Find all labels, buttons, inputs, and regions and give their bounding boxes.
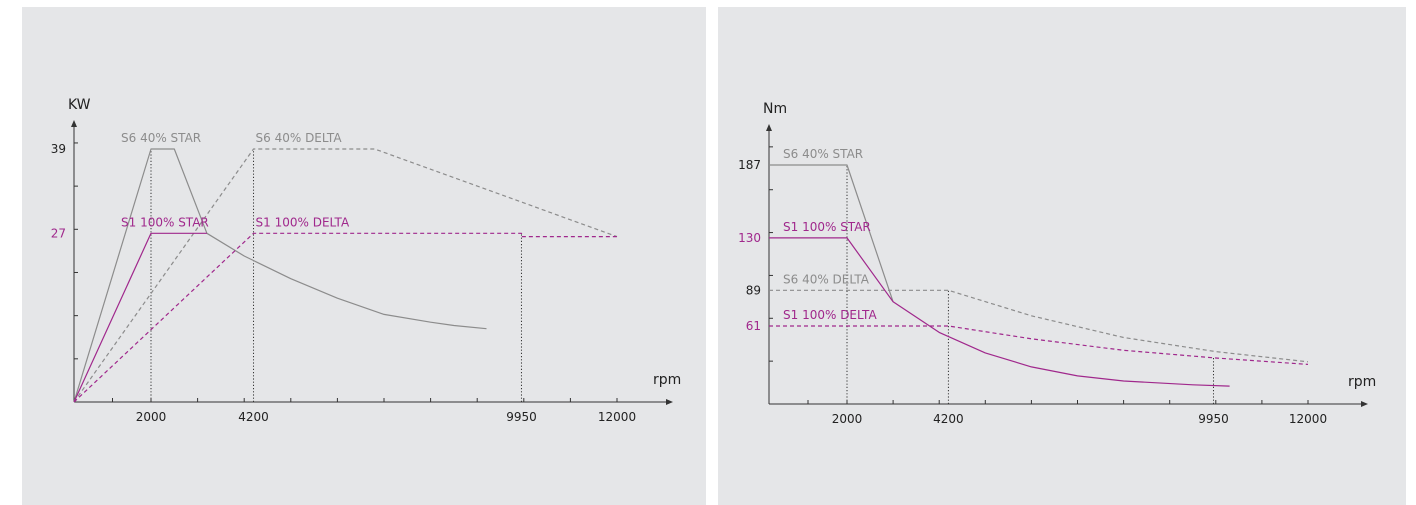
y-axis-arrow — [766, 124, 772, 131]
y-axis-title: Nm — [763, 101, 787, 117]
x-tick-label-4200: 4200 — [238, 410, 269, 424]
y-tick-label-187: 187 — [738, 158, 761, 172]
torque-chart: Nm rpm 2000 4200 9950 12000 187 130 89 61 S6 40% S… — [738, 101, 1376, 426]
x-axis-arrow — [666, 399, 673, 405]
series-label-s6-40-star: S6 40% STAR — [121, 131, 201, 145]
y-tick-label-61: 61 — [746, 319, 761, 333]
x-tick-label-12000: 12000 — [1289, 412, 1327, 426]
y-axis-arrow — [71, 120, 77, 127]
series-line-s1-100-delta — [769, 325, 1309, 365]
series-line-s6-40-delta — [769, 289, 1309, 363]
series-label-s6-40-delta: S6 40% DELTA — [783, 272, 870, 286]
series-label-s1-100-star: S1 100% STAR — [121, 215, 209, 229]
torque-chart-panel: Nm rpm 2000 4200 9950 12000 187 130 89 61 S6 40% S… — [718, 7, 1406, 505]
x-tick-label-2000: 2000 — [832, 412, 863, 426]
x-tick-label-9950: 9950 — [506, 410, 537, 424]
series-line-s6-40-star — [769, 164, 894, 302]
series-line-s6-40-star — [73, 148, 487, 403]
power-chart: KW rpm 2000 4200 9950 12000 39 27 S6 40% STAR S6 … — [51, 97, 682, 424]
y-tick-label-27: 27 — [51, 226, 66, 240]
y-axis-title: KW — [68, 97, 91, 113]
series-line-s1-100-star — [769, 237, 1230, 387]
x-axis-title: rpm — [1348, 374, 1376, 390]
series-label-s6-40-star: S6 40% STAR — [783, 147, 863, 161]
series-line-s1-100-star — [73, 232, 207, 403]
series-label-s6-40-delta: S6 40% DELTA — [256, 131, 343, 145]
x-tick-label-12000: 12000 — [598, 410, 636, 424]
series-line-s1-100-delta — [73, 232, 617, 403]
x-axis-title: rpm — [653, 372, 681, 388]
series-label-s1-100-star: S1 100% STAR — [783, 220, 871, 234]
y-tick-label-39: 39 — [51, 142, 66, 156]
x-tick-label-4200: 4200 — [933, 412, 964, 426]
power-chart-panel: KW rpm 2000 4200 9950 12000 39 27 S6 40% STAR S6 … — [22, 7, 706, 505]
x-axis-arrow — [1361, 401, 1368, 407]
y-tick-label-89: 89 — [746, 283, 761, 297]
x-tick-label-9950: 9950 — [1198, 412, 1229, 426]
series-label-s1-100-delta: S1 100% DELTA — [256, 215, 350, 229]
x-tick-label-2000: 2000 — [136, 410, 167, 424]
series-line-s6-40-delta — [73, 148, 618, 403]
y-tick-label-130: 130 — [738, 231, 761, 245]
series-label-s1-100-delta: S1 100% DELTA — [783, 308, 877, 322]
